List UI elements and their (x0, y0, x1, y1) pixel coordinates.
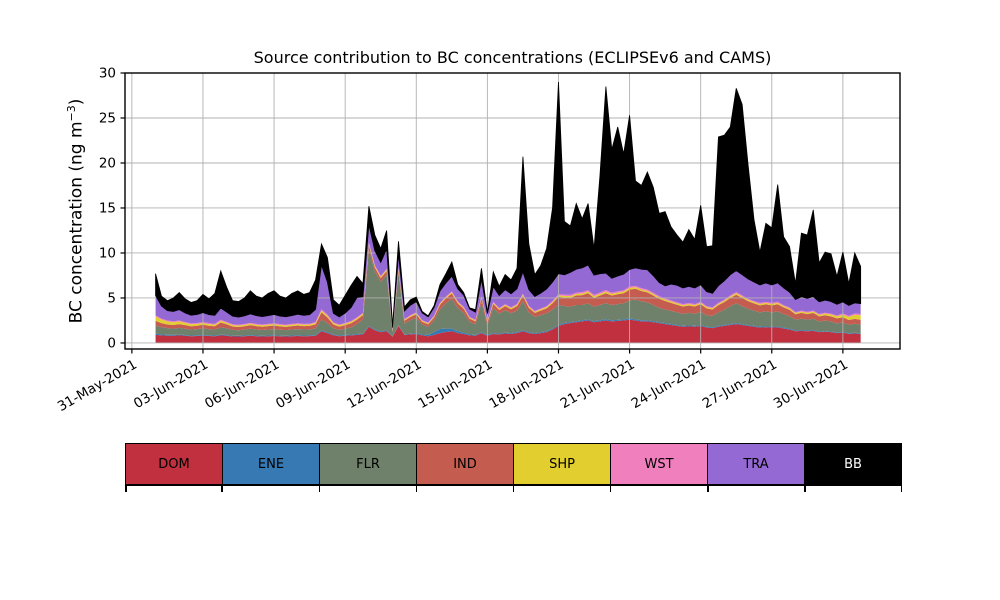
area-layer-flr (155, 249, 861, 337)
legend-item-ene: ENE (222, 443, 320, 485)
y-axis-label: BC concentration (ng m−3) (65, 41, 87, 381)
legend-item-flr: FLR (319, 443, 417, 485)
y-tick-label: 0 (107, 335, 116, 351)
y-tick-label: 5 (107, 290, 116, 306)
legend-item-ind: IND (416, 443, 514, 485)
area-layer-ind (155, 245, 861, 333)
legend-grid-tick (512, 486, 515, 492)
legend-label: FLR (356, 456, 380, 472)
legend-row: DOM ENE FLR IND SHP WST TRA BB (125, 443, 902, 485)
legend-item-shp: SHP (513, 443, 611, 485)
legend-label: IND (453, 456, 477, 472)
y-tick-label: 25 (99, 110, 116, 126)
legend-label: BB (844, 456, 862, 472)
chart-title: Source contribution to BC concentrations… (253, 48, 772, 67)
legend: DOM ENE FLR IND SHP WST TRA BB (125, 443, 902, 494)
area-layer-dom (155, 319, 861, 343)
area-layer-ene (155, 318, 861, 337)
legend-label: ENE (257, 456, 285, 472)
legend-grid-tick (415, 486, 418, 492)
legend-grid-tick (900, 486, 902, 492)
y-axis-label-close: ) (66, 98, 87, 106)
legend-label: DOM (158, 456, 190, 472)
y-axis-label-superscript: −3 (65, 105, 78, 122)
area-layer-bb (155, 81, 862, 328)
legend-label: TRA (743, 456, 769, 472)
legend-grid-tick (221, 486, 223, 492)
legend-item-wst: WST (610, 443, 708, 485)
axes-frame (124, 72, 901, 350)
y-tick-label: 10 (99, 245, 116, 261)
legend-table-grid (125, 485, 902, 494)
legend-grid-tick (125, 486, 127, 492)
legend-item-dom: DOM (125, 443, 223, 485)
y-axis-label-text: BC concentration (ng m (66, 121, 87, 324)
y-tick-label: 20 (99, 155, 116, 171)
legend-grid-tick (318, 486, 320, 492)
stacked-areas-lower (155, 224, 861, 343)
y-tick-label: 15 (99, 200, 116, 216)
y-tick-label: 30 (99, 66, 116, 82)
legend-grid-tick (609, 486, 612, 492)
legend-item-tra: TRA (707, 443, 805, 485)
legend-grid-tick (804, 486, 806, 492)
legend-label: SHP (549, 456, 575, 472)
legend-grid-tick (707, 486, 709, 492)
tick-marks (120, 72, 844, 354)
legend-item-bb: BB (804, 443, 902, 485)
legend-label: WST (644, 456, 674, 472)
area-layer-tra (155, 224, 861, 330)
